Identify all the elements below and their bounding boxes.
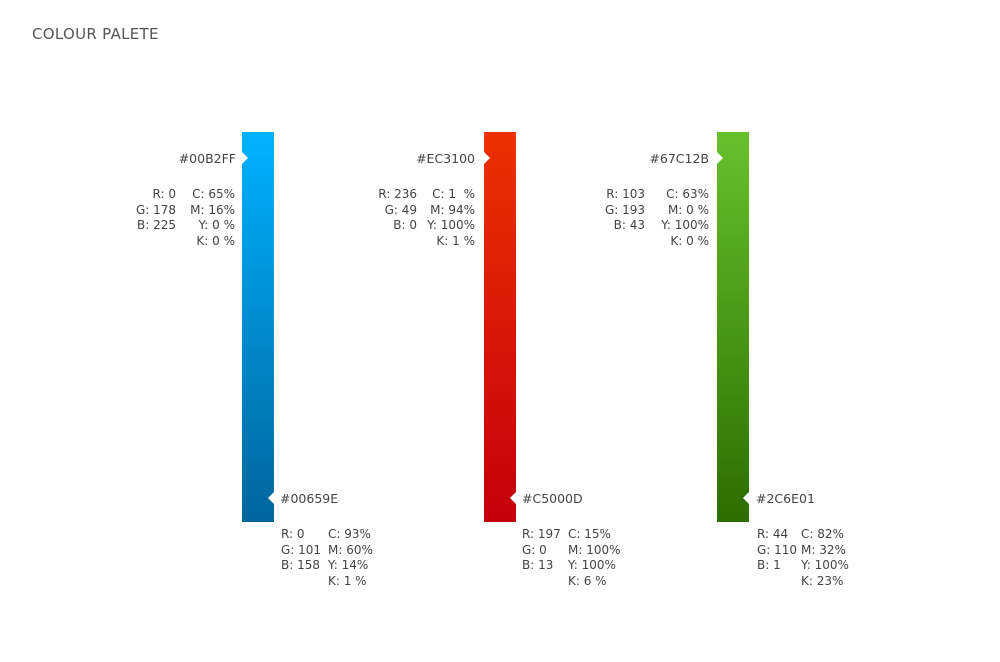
rgb-r: R: 236 <box>378 187 417 201</box>
bottom-rgb-values: R: 197 G: 0 B: 13 <box>522 527 561 574</box>
cmyk-y: Y: 14% <box>328 558 369 572</box>
cmyk-c: C: 15% <box>568 527 611 541</box>
cmyk-m: M: 100% <box>568 542 621 557</box>
bottom-rgb-values: R: 44 G: 110 B: 1 <box>757 527 797 574</box>
top-hex-label: #EC3100 <box>416 151 475 166</box>
top-rgb-values: R: 0 G: 178 B: 225 <box>136 187 176 234</box>
rgb-g: G: 49 <box>384 202 417 217</box>
rgb-b: B: 225 <box>137 218 176 232</box>
cmyk-k: K: 6 % <box>568 573 607 588</box>
top-marker <box>484 152 490 164</box>
bottom-hex-label: #00659E <box>280 491 339 506</box>
rgb-g: G: 193 <box>604 202 645 217</box>
cmyk-c: C: 65% <box>192 187 235 201</box>
cmyk-c: C: 1 % <box>432 187 475 201</box>
top-cmyk-values: C: 1 % M: 94% Y: 100% K: 1 % <box>427 187 475 249</box>
cmyk-k: K: 0 % <box>196 233 235 248</box>
rgb-b: B: 158 <box>281 558 320 572</box>
cmyk-k: K: 23% <box>801 573 844 588</box>
cmyk-y: Y: 0 % <box>198 218 235 232</box>
top-marker <box>242 152 248 164</box>
top-hex-label: #67C12B <box>649 151 709 166</box>
top-hex-label: #00B2FF <box>178 151 236 166</box>
rgb-r: R: 197 <box>522 527 561 541</box>
cmyk-m: M: 60% <box>328 542 373 557</box>
top-rgb-values: R: 103 G: 193 B: 43 <box>605 187 645 234</box>
cmyk-y: Y: 100% <box>568 558 616 572</box>
cmyk-y: Y: 100% <box>661 218 709 232</box>
rgb-r: R: 103 <box>606 187 645 201</box>
bottom-hex-label: #C5000D <box>522 491 583 506</box>
cmyk-c: C: 63% <box>666 187 709 201</box>
cmyk-y: Y: 100% <box>801 558 849 572</box>
rgb-b: B: 13 <box>522 558 554 572</box>
cmyk-c: C: 93% <box>328 527 371 541</box>
cmyk-y: Y: 100% <box>427 218 475 232</box>
gradient-bar <box>242 132 274 522</box>
gradient-bar <box>484 132 516 522</box>
cmyk-k: K: 1 % <box>328 573 367 588</box>
cmyk-k: K: 0 % <box>670 233 709 248</box>
cmyk-m: M: 16% <box>190 202 235 217</box>
rgb-r: R: 44 <box>757 527 789 541</box>
rgb-b: B: 1 <box>757 558 781 572</box>
rgb-r: R: 0 <box>152 187 176 201</box>
cmyk-m: M: 0 % <box>667 202 709 217</box>
top-cmyk-values: C: 65% M: 16% Y: 0 % K: 0 % <box>190 187 235 249</box>
bottom-rgb-values: R: 0 G: 101 B: 158 <box>281 527 321 574</box>
bottom-cmyk-values: C: 15% M: 100% Y: 100% K: 6 % <box>568 527 621 589</box>
rgb-b: B: 43 <box>613 218 645 232</box>
cmyk-m: M: 94% <box>430 202 475 217</box>
rgb-g: G: 110 <box>757 542 798 557</box>
bottom-cmyk-values: C: 82% M: 32% Y: 100% K: 23% <box>801 527 849 589</box>
rgb-g: G: 0 <box>522 542 547 557</box>
cmyk-k: K: 1 % <box>436 233 475 248</box>
top-marker <box>717 152 723 164</box>
rgb-g: G: 178 <box>135 202 176 217</box>
rgb-b: B: 0 <box>393 218 417 232</box>
bottom-marker <box>510 492 516 504</box>
gradient-bar <box>717 132 749 522</box>
top-cmyk-values: C: 63% M: 0 % Y: 100% K: 0 % <box>661 187 709 249</box>
page-title: COLOUR PALETE <box>32 25 159 43</box>
cmyk-c: C: 82% <box>801 527 844 541</box>
bottom-marker <box>743 492 749 504</box>
bottom-hex-label: #2C6E01 <box>756 491 815 506</box>
bottom-marker <box>268 492 274 504</box>
cmyk-m: M: 32% <box>801 542 846 557</box>
rgb-g: G: 101 <box>281 542 322 557</box>
rgb-r: R: 0 <box>281 527 305 541</box>
bottom-cmyk-values: C: 93% M: 60% Y: 14% K: 1 % <box>328 527 373 589</box>
top-rgb-values: R: 236 G: 49 B: 0 <box>378 187 417 234</box>
